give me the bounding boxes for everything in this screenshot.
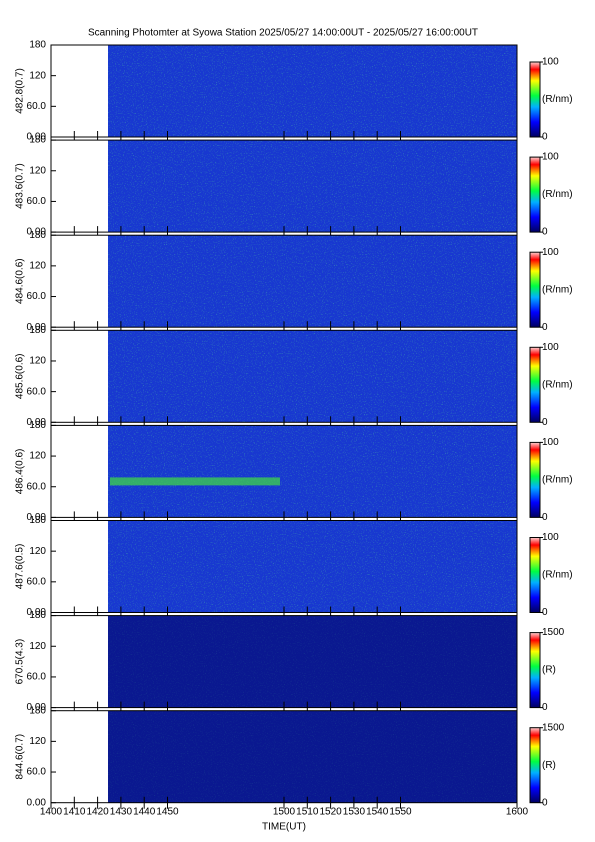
colorbar-label: (R/nm) — [542, 94, 573, 105]
x-axis-label: TIME(UT) — [262, 822, 306, 833]
y-tick-label: 180 — [29, 515, 46, 526]
colorbar-label: (R) — [542, 760, 556, 771]
colorbar-tick-label: 100 — [542, 437, 559, 448]
y-axis-label: 484.6(0.6) — [15, 258, 26, 304]
colorbar-tick-label: 1500 — [542, 627, 565, 638]
y-tick-label: 60.0 — [27, 101, 47, 112]
colorbar-tick-label: 100 — [542, 247, 559, 258]
y-axis-label: 670.5(4.3) — [15, 639, 26, 685]
colorbar-tick-label: 1500 — [542, 722, 565, 733]
y-tick-label: 120 — [29, 641, 46, 652]
colorbar-tick-label: 0 — [542, 132, 548, 143]
colorbar-tick-label: 0 — [542, 417, 548, 428]
y-tick-label: 120 — [29, 165, 46, 176]
colorbar-tick-label: 0 — [542, 512, 548, 523]
colorbar-label: (R/nm) — [542, 570, 573, 581]
x-tick-label: 1440 — [133, 806, 156, 817]
colorbar-label: (R/nm) — [542, 284, 573, 295]
colorbar — [529, 441, 541, 518]
y-tick-label: 180 — [29, 610, 46, 621]
y-axis-label: 487.6(0.5) — [15, 544, 26, 590]
y-tick-label: 120 — [29, 451, 46, 462]
colorbar — [529, 727, 541, 804]
y-tick-label: 0.00 — [27, 132, 47, 143]
colorbar-label: (R/nm) — [542, 189, 573, 200]
y-tick-label: 0.00 — [27, 417, 47, 428]
y-tick-label: 180 — [29, 420, 46, 431]
y-tick-label: 120 — [29, 546, 46, 557]
y-tick-label: 0.00 — [27, 512, 47, 523]
y-tick-label: 120 — [29, 356, 46, 367]
y-tick-label: 0.00 — [27, 322, 47, 333]
y-tick-label: 120 — [29, 736, 46, 747]
x-tick-label: 1520 — [319, 806, 342, 817]
x-tick-label: 1510 — [296, 806, 319, 817]
y-tick-label: 180 — [29, 705, 46, 716]
y-axis-label: 483.6(0.7) — [15, 163, 26, 209]
y-axis-label: 844.6(0.7) — [15, 734, 26, 780]
x-tick-label: 1420 — [86, 806, 109, 817]
colorbar — [529, 156, 541, 233]
colorbar-label: (R/nm) — [542, 379, 573, 390]
heatmap-texture — [108, 520, 517, 613]
heatmap-texture — [108, 45, 517, 137]
y-tick-label: 120 — [29, 70, 46, 81]
colorbar-tick-label: 100 — [542, 152, 559, 163]
x-tick-label: 1550 — [389, 806, 412, 817]
heatmap-texture — [108, 425, 517, 518]
colorbar — [529, 537, 541, 613]
x-tick-label: 1540 — [366, 806, 389, 817]
colorbar — [529, 251, 541, 328]
y-tick-label: 60.0 — [27, 576, 47, 587]
colorbar — [529, 61, 541, 138]
colorbar-tick-label: 0 — [542, 797, 548, 808]
y-tick-label: 180 — [29, 325, 46, 336]
y-tick-label: 0.00 — [27, 702, 47, 713]
y-tick-label: 180 — [29, 135, 46, 146]
colorbar-tick-label: 0 — [542, 702, 548, 713]
y-axis-label: 486.4(0.6) — [15, 449, 26, 495]
x-tick-label: 1530 — [343, 806, 366, 817]
y-tick-label: 180 — [29, 40, 46, 51]
y-tick-label: 120 — [29, 261, 46, 272]
y-axis-label: 485.6(0.6) — [15, 354, 26, 400]
y-tick-label: 0.00 — [27, 797, 47, 808]
x-tick-label: 1400 — [40, 806, 63, 817]
y-tick-label: 0.00 — [27, 607, 47, 618]
x-tick-label: 1430 — [110, 806, 133, 817]
heatmap-texture — [108, 710, 517, 803]
heatmap-texture — [108, 140, 517, 233]
heatmap-texture — [108, 330, 517, 423]
y-tick-label: 60.0 — [27, 672, 47, 683]
chart-title: Scanning Photomter at Syowa Station 2025… — [88, 28, 478, 39]
x-tick-label: 1600 — [506, 806, 529, 817]
colorbar-tick-label: 0 — [542, 227, 548, 238]
heatmap-band — [110, 477, 280, 486]
y-tick-label: 60.0 — [27, 481, 47, 492]
y-tick-label: 60.0 — [27, 386, 47, 397]
y-tick-label: 180 — [29, 230, 46, 241]
heatmap-texture — [108, 615, 517, 708]
x-tick-label: 1410 — [63, 806, 86, 817]
colorbar-tick-label: 100 — [542, 342, 559, 353]
y-tick-label: 0.00 — [27, 227, 47, 238]
colorbar-tick-label: 100 — [542, 532, 559, 543]
colorbar — [529, 632, 541, 709]
colorbar — [529, 346, 541, 423]
heatmap-texture — [108, 235, 517, 328]
colorbar-tick-label: 0 — [542, 607, 548, 618]
y-axis-label: 482.8(0.7) — [15, 68, 26, 114]
y-tick-label: 60.0 — [27, 291, 47, 302]
x-tick-label: 1500 — [273, 806, 296, 817]
x-tick-label: 1450 — [156, 806, 179, 817]
colorbar-label: (R) — [542, 665, 556, 676]
y-tick-label: 60.0 — [27, 767, 47, 778]
colorbar-label: (R/nm) — [542, 475, 573, 486]
colorbar-tick-label: 100 — [542, 57, 559, 68]
y-tick-label: 60.0 — [27, 196, 47, 207]
colorbar-tick-label: 0 — [542, 322, 548, 333]
